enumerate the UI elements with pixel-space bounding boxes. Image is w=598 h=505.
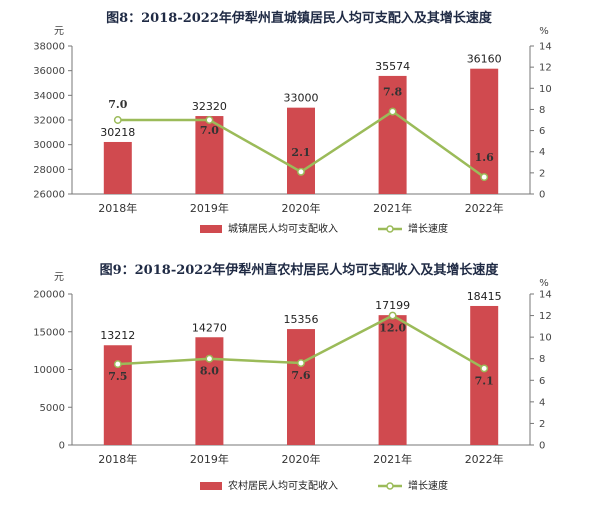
- income-bar: [287, 329, 315, 445]
- urban-income-chart: 图8：2018-2022年伊犁州直城镇居民人均可支配入及其增长速度 元% 2600…: [0, 0, 598, 248]
- income-bar: [195, 337, 224, 445]
- x-tick-label: 2020年: [282, 452, 321, 466]
- x-tick-label: 2021年: [373, 201, 412, 215]
- legend-line-marker: [386, 482, 394, 490]
- left-tick-label: 32000: [33, 116, 65, 127]
- x-tick-label: 2021年: [373, 452, 412, 466]
- growth-rate-label: 7.0: [200, 124, 219, 137]
- right-tick-label: 0: [539, 190, 545, 201]
- left-tick-label: 0: [59, 441, 65, 452]
- x-tick-label: 2018年: [98, 201, 137, 215]
- right-tick-label: 2: [539, 168, 545, 179]
- growth-rate-point: [205, 354, 214, 363]
- income-bar: [195, 116, 224, 194]
- x-tick-label: 2022年: [465, 452, 504, 466]
- bar-value-label: 18415: [467, 290, 502, 303]
- income-bar: [470, 68, 499, 194]
- urban-income-chart-svg: 元 % 26000 28000 30000 32000 34000 36000 38000 0 2 4…: [33, 26, 552, 235]
- bar-value-label: 17199: [375, 299, 410, 312]
- left-tick-label: 30000: [33, 140, 65, 151]
- growth-rate-label: 8.0: [200, 365, 219, 378]
- right-tick-label: 0: [539, 441, 545, 452]
- growth-rate-point: [297, 167, 305, 176]
- left-tick-label: 34000: [33, 91, 65, 102]
- income-bar: [470, 305, 499, 445]
- growth-rate-point: [113, 360, 122, 369]
- growth-rate-point: [480, 364, 489, 373]
- left-unit-label: 元: [54, 26, 64, 37]
- growth-rate-point: [297, 359, 305, 367]
- bar-value-label: 14270: [192, 321, 227, 334]
- left-tick-label: 5000: [40, 403, 65, 414]
- x-tick-label: 2019年: [190, 452, 229, 466]
- right-tick-label: 14: [539, 290, 552, 301]
- x-tick-label: 2019年: [190, 201, 229, 215]
- growth-rate-label: 7.0: [108, 98, 127, 111]
- right-unit-label: %: [539, 278, 549, 289]
- legend-bar-swatch: [200, 225, 222, 233]
- rural-income-chart: 图9：2018-2022年伊犁州直农村居民人均可支配收入及其增长速度 元% 0 50…: [0, 252, 598, 505]
- bar-value-label: 30218: [100, 126, 135, 139]
- bar-value-label: 15356: [284, 313, 319, 326]
- growth-rate-label: 12.0: [379, 322, 406, 335]
- right-tick-label: 8: [539, 354, 545, 365]
- growth-rate-point: [388, 107, 397, 116]
- growth-rate-label: 7.6: [291, 369, 310, 382]
- x-tick-label: 2020年: [282, 201, 321, 215]
- right-tick-label: 4: [539, 147, 545, 158]
- growth-rate-label: 2.1: [291, 146, 310, 159]
- bar-value-label: 33000: [284, 92, 319, 105]
- legend-bar-label: 城镇居民人均可支配收入: [228, 222, 338, 235]
- right-tick-label: 6: [539, 376, 545, 387]
- legend-line-label: 增长速度: [408, 222, 448, 235]
- right-tick-label: 8: [539, 105, 545, 116]
- rural-income-chart-svg: 元% 0 5000 10000 15000 20000 0 2 4 6 8 10 12 14 13212 20…: [33, 272, 552, 492]
- growth-rate-point: [113, 116, 122, 124]
- growth-rate-label: 7.8: [383, 86, 402, 99]
- left-tick-label: 15000: [33, 327, 65, 338]
- income-bar: [378, 75, 407, 194]
- income-bar: [287, 107, 315, 194]
- left-tick-label: 26000: [33, 190, 65, 201]
- growth-rate-point: [205, 116, 214, 124]
- x-tick-label: 2018年: [98, 452, 137, 466]
- bar-value-label: 13212: [100, 329, 135, 342]
- bar-value-label: 36160: [467, 53, 502, 66]
- right-unit-label: %: [539, 26, 549, 37]
- chart-title: 图8：2018-2022年伊犁州直城镇居民人均可支配入及其增长速度: [106, 11, 492, 26]
- chart-title: 图9：2018-2022年伊犁州直农村居民人均可支配收入及其增长速度: [99, 263, 499, 278]
- right-tick-label: 10: [539, 333, 552, 344]
- growth-rate-label: 7.1: [475, 374, 494, 387]
- right-tick-label: 2: [539, 419, 545, 430]
- legend-bar-label: 农村居民人均可支配收入: [228, 479, 338, 492]
- growth-rate-point: [480, 173, 489, 182]
- x-tick-label: 2022年: [465, 201, 504, 215]
- bar-value-label: 35574: [375, 60, 410, 73]
- bar-value-label: 32320: [192, 100, 227, 113]
- right-tick-label: 12: [539, 63, 552, 74]
- left-tick-label: 28000: [33, 165, 65, 176]
- left-tick-label: 38000: [33, 42, 65, 53]
- legend-line-marker: [386, 225, 394, 233]
- left-unit-label: 元: [54, 272, 64, 283]
- left-tick-label: 10000: [33, 365, 65, 376]
- income-bar: [378, 315, 407, 445]
- right-tick-label: 14: [539, 42, 552, 53]
- growth-rate-point: [388, 311, 397, 320]
- right-tick-label: 10: [539, 84, 552, 95]
- left-tick-label: 36000: [33, 66, 65, 77]
- right-tick-label: 4: [539, 397, 545, 408]
- growth-rate-label: 1.6: [475, 151, 494, 164]
- left-tick-label: 20000: [33, 290, 65, 301]
- legend-bar-swatch: [200, 482, 222, 490]
- growth-rate-label: 7.5: [108, 370, 127, 383]
- legend-line-label: 增长速度: [408, 479, 448, 492]
- income-bar: [103, 141, 132, 194]
- right-tick-label: 12: [539, 311, 552, 322]
- right-tick-label: 6: [539, 126, 545, 137]
